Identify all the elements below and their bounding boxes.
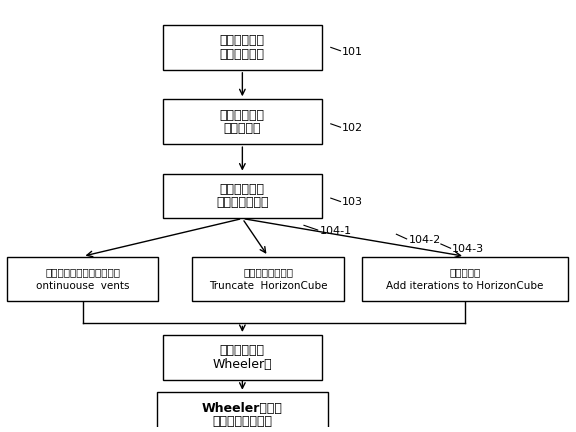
Text: 层位体补洞: 层位体补洞 [449, 267, 480, 277]
Text: 104-2: 104-2 [409, 235, 441, 245]
FancyBboxPatch shape [162, 174, 322, 218]
FancyBboxPatch shape [162, 25, 322, 70]
Text: 年代地层层位体: 年代地层层位体 [216, 196, 268, 209]
Text: 104-1: 104-1 [319, 226, 351, 236]
Text: 将层位体转到: 将层位体转到 [220, 344, 265, 357]
FancyBboxPatch shape [157, 392, 328, 432]
Text: 计算三维地震: 计算三维地震 [220, 108, 265, 121]
Text: Wheeler域: Wheeler域 [213, 358, 272, 371]
Text: ontinuouse  vents: ontinuouse vents [36, 280, 130, 290]
Text: Truncate  HorizonCube: Truncate HorizonCube [209, 280, 327, 290]
Text: 101: 101 [342, 47, 363, 57]
Text: 倾角导向体: 倾角导向体 [223, 122, 261, 135]
FancyBboxPatch shape [162, 335, 322, 380]
Text: Add iterations to HorizonCube: Add iterations to HorizonCube [386, 280, 544, 290]
Text: 把连续的层位打断: 把连续的层位打断 [243, 267, 293, 277]
Text: 雕刻砂体空间分布: 雕刻砂体空间分布 [213, 415, 272, 428]
Text: 计算三维地震: 计算三维地震 [220, 183, 265, 196]
FancyBboxPatch shape [7, 257, 158, 301]
Text: 103: 103 [342, 197, 363, 207]
Text: 102: 102 [342, 123, 363, 133]
Text: 层序顶底界面: 层序顶底界面 [220, 48, 265, 60]
FancyBboxPatch shape [192, 257, 344, 301]
Text: Wheeler域切片: Wheeler域切片 [202, 401, 283, 415]
Text: 所有层都连续，层位可重合: 所有层都连续，层位可重合 [45, 267, 120, 277]
Text: 井震结合确定: 井震结合确定 [220, 34, 265, 47]
FancyBboxPatch shape [362, 257, 567, 301]
Text: 104-3: 104-3 [452, 244, 484, 254]
FancyBboxPatch shape [162, 99, 322, 144]
